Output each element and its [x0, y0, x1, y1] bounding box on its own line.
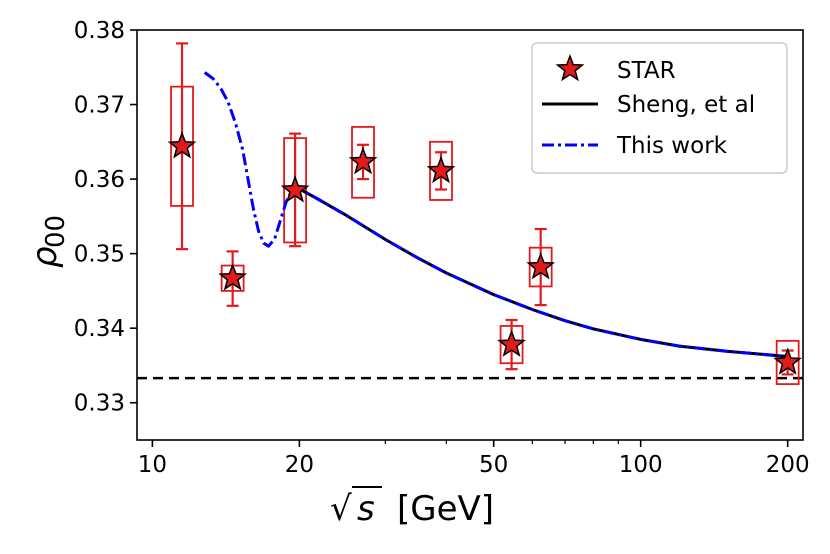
x-tick-label: 200	[766, 452, 810, 478]
legend-label-star: STAR	[617, 58, 676, 84]
plot-area	[137, 42, 803, 385]
y-tick-label: 0.35	[74, 242, 125, 268]
data-point-star	[426, 155, 456, 184]
series-line-this-work	[203, 71, 788, 358]
legend-star-marker	[555, 53, 585, 82]
sys-error-box	[775, 339, 800, 385]
y-tick-label: 0.36	[74, 167, 125, 193]
legend-star-icon	[555, 53, 585, 82]
data-point-star	[497, 329, 526, 357]
y-tick-label: 0.37	[74, 93, 125, 119]
x-tick-label: 100	[619, 452, 663, 478]
data-point-star	[526, 251, 555, 280]
axes-frame	[136, 29, 804, 441]
y-axis-label-subscript: 00	[41, 215, 71, 248]
y-tick-label: 0.33	[74, 391, 125, 417]
data-point-star	[218, 263, 248, 291]
x-axis-label: √ s [GeV]	[330, 486, 494, 529]
data-point-star	[773, 347, 802, 375]
x-tick-label: 20	[285, 452, 314, 478]
y-tick-label: 0.34	[74, 316, 125, 342]
x-tick-label: 10	[138, 452, 167, 478]
data-point-star	[280, 175, 310, 203]
legend-label-this-work: This work	[616, 133, 728, 159]
data-point-star	[348, 146, 378, 175]
y-axis-label-symbol: ρ	[25, 246, 65, 268]
data-point-star	[167, 131, 197, 159]
axes: 0.33 0.34 0.35 0.36 0.37 0.38 10 20 50 100 200	[74, 18, 810, 478]
y-axis-label: ρ 00	[25, 215, 71, 268]
legend-frame	[531, 42, 788, 174]
sys-error-box	[351, 126, 375, 199]
x-tick-label: 50	[479, 452, 508, 478]
legend-label-sheng: Sheng, et al	[617, 92, 755, 118]
sys-error-box	[429, 140, 453, 201]
y-tick-label: 0.38	[74, 18, 125, 44]
x-axis-label-unit: [GeV]	[397, 489, 494, 529]
legend: STAR Sheng, et al This work	[531, 42, 788, 174]
x-axis-label-symbol: s	[357, 489, 375, 529]
plot-inner	[137, 42, 803, 385]
x-axis-label-radical: √	[330, 489, 352, 529]
